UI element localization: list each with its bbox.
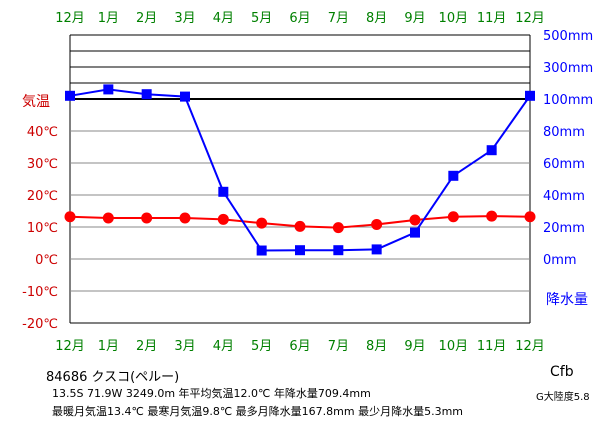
month-label-bottom: 12月 bbox=[55, 339, 85, 354]
temperature-tick-label: 30℃ bbox=[27, 157, 58, 172]
month-label-bottom: 8月 bbox=[366, 339, 387, 354]
temperature-point bbox=[64, 211, 76, 223]
precipitation-point bbox=[525, 90, 535, 101]
temperature-tick-label: 40℃ bbox=[27, 125, 58, 140]
month-label-top: 4月 bbox=[213, 11, 234, 26]
chart-grid bbox=[69, 34, 531, 324]
precipitation-point bbox=[448, 170, 459, 181]
temperature-point bbox=[179, 212, 191, 224]
climate-code: Cfb bbox=[550, 364, 574, 380]
precipitation-tick-label: 0mm bbox=[543, 253, 577, 268]
month-labels-bottom: 12月 1月 2月 3月 4月 5月 6月 7月 8月 9月 10月 11月 12月 bbox=[55, 339, 545, 354]
temperature-point bbox=[256, 217, 268, 229]
month-label-bottom: 10月 bbox=[439, 339, 469, 354]
temperature-point bbox=[332, 222, 344, 234]
precipitation-tick-label: 100mm bbox=[543, 93, 593, 108]
temperature-point bbox=[217, 213, 229, 225]
temperature-tick-label: 20℃ bbox=[27, 189, 58, 204]
temperature-point bbox=[409, 214, 421, 226]
month-label-bottom: 5月 bbox=[251, 339, 272, 354]
month-label-top: 5月 bbox=[251, 11, 272, 26]
precipitation-point bbox=[65, 90, 75, 101]
station-line-2: 最暖月気温13.4℃ 最寒月気温9.8℃ 最多月降水量167.8mm 最少月降水… bbox=[52, 405, 464, 418]
month-label-bottom: 6月 bbox=[289, 339, 310, 354]
month-label-bottom: 3月 bbox=[174, 339, 195, 354]
precipitation-point bbox=[103, 84, 114, 95]
precipitation-tick-label: 80mm bbox=[543, 125, 585, 140]
temperature-point bbox=[294, 220, 306, 232]
month-label-bottom: 11月 bbox=[477, 339, 507, 354]
precipitation-point bbox=[256, 245, 267, 256]
precipitation-point bbox=[141, 89, 152, 100]
temperature-point bbox=[486, 210, 498, 222]
month-label-top: 1月 bbox=[98, 11, 119, 26]
month-labels-top: 12月 1月 2月 3月 4月 5月 6月 7月 8月 9月 10月 11月 12月 bbox=[55, 11, 545, 26]
temperature-point bbox=[141, 212, 153, 224]
month-label-top: 3月 bbox=[174, 11, 195, 26]
precipitation-tick-label: 20mm bbox=[543, 221, 585, 236]
temperature-tick-label: 10℃ bbox=[27, 221, 58, 236]
month-label-bottom: 7月 bbox=[328, 339, 349, 354]
temperature-tick-label: -10℃ bbox=[22, 285, 58, 300]
precipitation-tick-label: 40mm bbox=[543, 189, 585, 204]
precipitation-point bbox=[218, 186, 229, 197]
temperature-axis-ticks: 40℃ 30℃ 20℃ 10℃ 0℃ -10℃ -20℃ bbox=[22, 125, 58, 332]
temperature-point bbox=[371, 218, 383, 230]
continentality-index: G大陸度5.8 bbox=[536, 392, 590, 403]
month-label-bottom: 9月 bbox=[404, 339, 425, 354]
month-label-top: 9月 bbox=[404, 11, 425, 26]
month-label-top: 12月 bbox=[515, 11, 545, 26]
month-label-top: 10月 bbox=[439, 11, 469, 26]
precipitation-point bbox=[333, 245, 344, 256]
precipitation-point bbox=[410, 227, 420, 238]
temperature-axis-title: 気温 bbox=[22, 94, 50, 110]
precipitation-tick-label: 300mm bbox=[543, 61, 593, 76]
precipitation-point bbox=[371, 244, 382, 255]
month-label-top: 8月 bbox=[366, 11, 387, 26]
month-label-top: 2月 bbox=[136, 11, 157, 26]
precipitation-axis-title: 降水量 bbox=[546, 292, 588, 308]
month-label-top: 7月 bbox=[328, 11, 349, 26]
temperature-tick-label: -20℃ bbox=[22, 317, 58, 332]
month-label-bottom: 12月 bbox=[515, 339, 545, 354]
precipitation-point bbox=[486, 145, 497, 156]
precipitation-point bbox=[180, 91, 190, 102]
month-label-top: 12月 bbox=[55, 11, 85, 26]
precipitation-point bbox=[295, 245, 305, 256]
temperature-point bbox=[447, 211, 459, 223]
precipitation-tick-label: 500mm bbox=[543, 29, 593, 44]
chart-series bbox=[64, 84, 536, 256]
temperature-tick-label: 0℃ bbox=[35, 253, 58, 268]
temperature-point bbox=[102, 212, 114, 224]
station-line-1: 13.5S 71.9W 3249.0m 年平均気温12.0℃ 年降水量709.4… bbox=[52, 387, 371, 400]
month-label-bottom: 4月 bbox=[213, 339, 234, 354]
month-label-bottom: 1月 bbox=[98, 339, 119, 354]
month-label-top: 6月 bbox=[289, 11, 310, 26]
precipitation-axis-ticks: 500mm 300mm 100mm 80mm 60mm 40mm 20mm 0mm bbox=[543, 29, 593, 268]
station-title: 84686 クスコ(ペルー) bbox=[46, 370, 180, 385]
month-label-bottom: 2月 bbox=[136, 339, 157, 354]
precipitation-tick-label: 60mm bbox=[543, 157, 585, 172]
month-label-top: 11月 bbox=[477, 11, 507, 26]
temperature-point bbox=[524, 211, 536, 223]
